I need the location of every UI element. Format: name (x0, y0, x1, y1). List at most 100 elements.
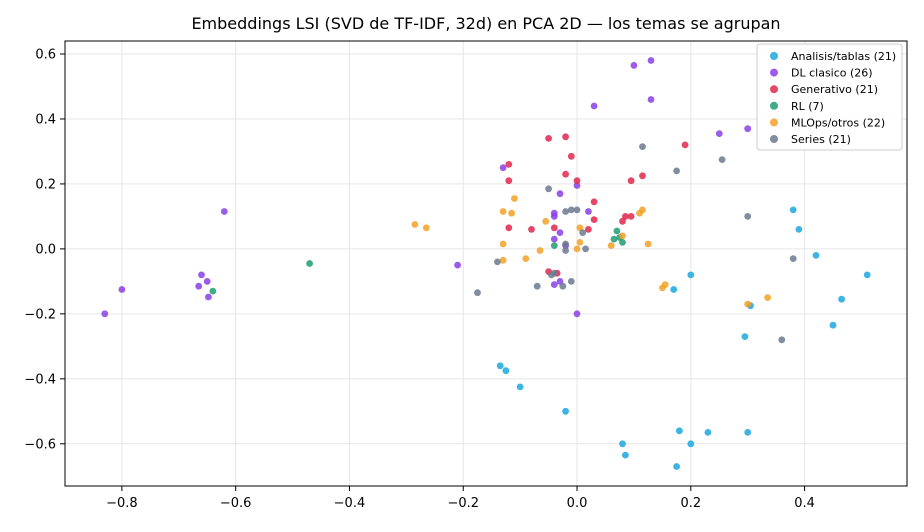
scatter-point (673, 463, 680, 470)
scatter-point (516, 383, 524, 391)
scatter-point (550, 235, 558, 243)
legend-marker (770, 135, 778, 143)
scatter-point (687, 440, 695, 448)
scatter-point (528, 226, 535, 233)
scatter-point (562, 208, 569, 215)
scatter-point (573, 206, 581, 214)
scatter-point (220, 208, 228, 215)
y-tick-label: −0.2 (24, 307, 56, 322)
scatter-point (639, 143, 646, 151)
scatter-point (545, 185, 552, 193)
x-tick-label: −0.4 (334, 496, 366, 511)
scatter-point (573, 245, 581, 253)
scatter-point (505, 177, 513, 185)
scatter-point (644, 240, 652, 248)
scatter-point (795, 226, 803, 233)
scatter-point (718, 156, 726, 164)
x-tick-label: −0.8 (106, 496, 138, 511)
scatter-point (627, 213, 635, 220)
scatter-point (306, 260, 313, 267)
scatter-point (647, 57, 655, 64)
legend-label: DL clasico (26) (791, 67, 873, 80)
plot-frame (64, 40, 908, 487)
scatter-point (576, 239, 584, 246)
scatter-point (118, 286, 126, 293)
scatter-point (619, 440, 626, 448)
scatter-point (567, 152, 575, 160)
chart-title: Embeddings LSI (SVD de TF-IDF, 32d) en P… (191, 14, 780, 33)
scatter-point (764, 294, 771, 301)
legend-box (756, 43, 903, 151)
scatter-point (610, 235, 618, 243)
scatter-point (630, 62, 638, 69)
scatter-point (542, 217, 550, 225)
scatter-point (744, 213, 752, 220)
scatter-point (619, 217, 626, 225)
scatter-point (545, 135, 552, 142)
scatter-point (676, 427, 683, 435)
scatter-point (562, 247, 569, 254)
y-tick-label: 0.0 (35, 242, 56, 257)
scatter-point (582, 245, 589, 253)
scatter-point (573, 177, 581, 185)
scatter-point (494, 258, 501, 266)
scatter-point (585, 208, 592, 215)
scatter-point (613, 227, 621, 235)
scatter-point (789, 255, 797, 262)
scatter-point (209, 287, 217, 295)
scatter-point (741, 333, 749, 340)
legend: Analisis/tablas (21) DL clasico (26) Gener… (756, 43, 903, 151)
scatter-point (203, 278, 211, 285)
scatter-point (744, 429, 752, 436)
scatter-points (101, 57, 871, 470)
scatter-point (550, 242, 558, 250)
legend-label: Generativo (21) (791, 83, 878, 96)
scatter-point (744, 125, 752, 133)
scatter-point (454, 261, 461, 269)
scatter-point (499, 164, 507, 172)
axis-ticks: −0.8 −0.6 −0.4 −0.2 0.0 0.2 0.4 −0.6 −0.4 −0.2 0.0… (24, 47, 815, 511)
x-tick-label: −0.6 (220, 496, 252, 511)
legend-marker (770, 118, 778, 127)
scatter-point (687, 271, 695, 279)
scatter-point (499, 256, 507, 264)
scatter-point (627, 177, 635, 185)
scatter-point (505, 224, 513, 232)
scatter-point (550, 281, 558, 288)
scatter-point (550, 269, 558, 277)
scatter-point (673, 167, 680, 175)
scatter-point (508, 209, 515, 217)
scatter-point (590, 198, 598, 206)
scatter-point (622, 451, 629, 459)
scatter-point (590, 102, 598, 110)
scatter-point (422, 224, 430, 232)
scatter-point (661, 281, 669, 288)
scatter-point (556, 190, 564, 198)
scatter-point (511, 195, 518, 202)
scatter-point (704, 429, 712, 436)
scatter-point (499, 208, 507, 215)
scatter-point (562, 407, 569, 415)
scatter-point (505, 161, 513, 168)
legend-label: RL (7) (791, 100, 824, 113)
scatter-point (198, 271, 205, 279)
legend-marker (770, 52, 778, 60)
scatter-point (567, 206, 575, 214)
scatter-point (863, 271, 871, 279)
scatter-point (195, 282, 203, 290)
scatter-point (533, 282, 541, 290)
legend-marker (770, 85, 778, 94)
scatter-point (536, 247, 544, 254)
scatter-point (573, 310, 581, 318)
scatter-point (562, 170, 569, 178)
scatter-point (579, 229, 587, 237)
scatter-point (619, 232, 626, 240)
scatter-point (715, 130, 723, 138)
x-tick-label: 0.0 (567, 496, 588, 511)
x-tick-label: −0.2 (447, 496, 479, 511)
scatter-point (496, 362, 504, 370)
scatter-point (619, 239, 626, 246)
scatter-point (559, 282, 567, 290)
